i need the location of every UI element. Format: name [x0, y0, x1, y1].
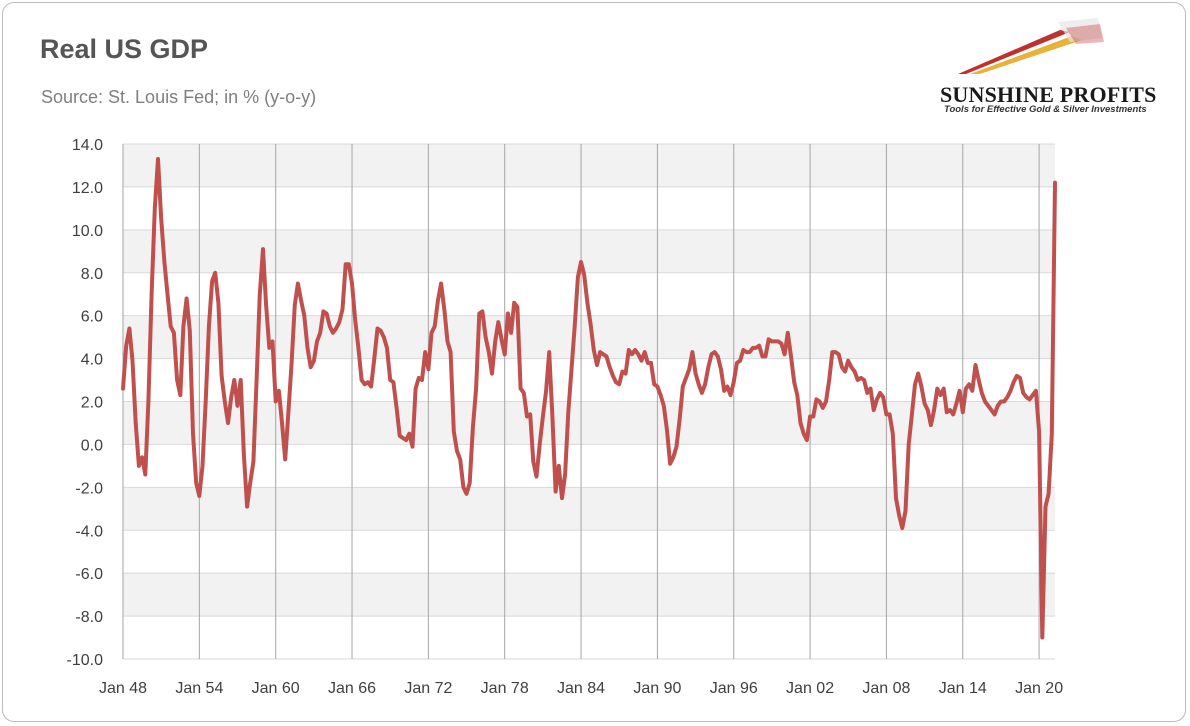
chart-title: Real US GDP [40, 34, 209, 64]
y-tick-label: 14.0 [72, 137, 103, 154]
x-tick-label: Jan 78 [481, 680, 529, 697]
chart-subtitle: Source: St. Louis Fed; in % (y-o-y) [41, 87, 317, 107]
x-tick-label: Jan 08 [862, 680, 910, 697]
plot-band [123, 573, 1055, 617]
logo-name: SUNSHINE PROFITS [940, 82, 1157, 107]
x-tick-label: Jan 66 [328, 680, 376, 697]
plot-band [123, 487, 1055, 531]
x-tick-label: Jan 14 [939, 680, 987, 697]
plot-band [123, 401, 1055, 445]
y-tick-label: -10.0 [67, 652, 104, 669]
y-tick-label: -4.0 [75, 523, 103, 540]
y-tick-label: -2.0 [75, 480, 103, 497]
x-tick-label: Jan 90 [633, 680, 681, 697]
y-tick-label: 2.0 [81, 395, 103, 412]
plot-band [123, 144, 1055, 187]
x-tick-label: Jan 96 [710, 680, 758, 697]
x-tick-label: Jan 54 [175, 680, 223, 697]
y-tick-label: 8.0 [81, 266, 103, 283]
y-axis: 14.0 12.0 10.0 8.0 6.0 4.0 2.0 0.0 -2.0 -4.0 -6.0 -… [67, 137, 104, 669]
plot-band [123, 229, 1055, 273]
x-tick-label: Jan 60 [252, 680, 300, 697]
x-tick-label: Jan 48 [99, 680, 147, 697]
y-tick-label: 6.0 [81, 309, 103, 326]
y-tick-label: 4.0 [81, 352, 103, 369]
x-tick-label: Jan 72 [404, 680, 452, 697]
sunshine-profits-logo-icon [958, 18, 1104, 74]
x-tick-label: Jan 84 [557, 680, 605, 697]
x-tick-label: Jan 20 [1015, 680, 1063, 697]
x-tick-label: Jan 02 [786, 680, 834, 697]
y-tick-label: -8.0 [75, 609, 103, 626]
logo-tagline: Tools for Effective Gold & Silver Invest… [944, 104, 1147, 115]
y-tick-label: -6.0 [75, 566, 103, 583]
gdp-series-line [121, 157, 1057, 640]
y-tick-label: 10.0 [72, 223, 103, 240]
x-axis: Jan 48 Jan 54 Jan 60 Jan 66 Jan 72 Jan 78 Jan … [99, 680, 1063, 697]
y-tick-label: 12.0 [72, 180, 103, 197]
series-layer [121, 157, 1057, 640]
y-tick-label: 0.0 [81, 437, 103, 454]
